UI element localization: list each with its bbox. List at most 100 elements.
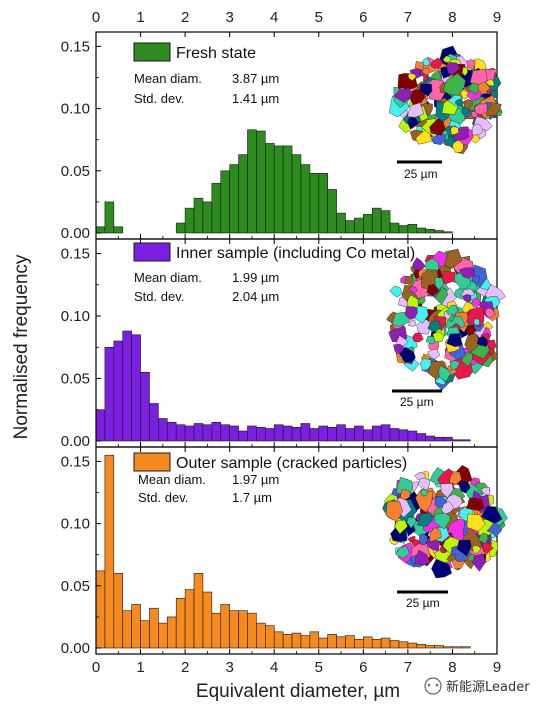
particle-grain xyxy=(441,500,454,515)
particle-grain xyxy=(471,297,481,309)
inner-bar xyxy=(256,426,266,442)
inner-legend-swatch xyxy=(133,242,171,262)
particle-grain xyxy=(393,87,413,103)
outer-bar xyxy=(220,604,230,649)
fresh-y-tick-label: 0.15 xyxy=(61,38,90,55)
bottom-x-tick-label: 3 xyxy=(225,659,233,676)
outer-y-tick-label: 0.15 xyxy=(61,453,90,470)
fresh-bar xyxy=(389,222,400,234)
inner-bar xyxy=(354,425,364,442)
top-x-tick-label: 9 xyxy=(493,9,501,26)
outer-bar xyxy=(425,645,435,649)
fresh-legend-swatch xyxy=(133,42,171,62)
inner-bar xyxy=(220,424,230,442)
wechat-icon xyxy=(424,677,442,695)
outer-bar xyxy=(443,646,453,649)
particle-grain xyxy=(415,490,433,513)
outer-legend-label: Outer sample (cracked particles) xyxy=(176,455,407,472)
outer-mean-value: 1.97 µm xyxy=(232,472,279,487)
particle-grain xyxy=(450,125,459,135)
bottom-x-tick-label: 9 xyxy=(493,659,501,676)
outer-bar xyxy=(300,635,311,649)
outer-bar xyxy=(452,646,462,649)
outer-bar xyxy=(345,635,355,649)
particle-grain xyxy=(407,102,425,118)
fresh-mean-value: 3.87 µm xyxy=(232,71,279,86)
inner-std-value: 2.04 µm xyxy=(232,289,279,304)
outer-bar xyxy=(131,604,141,649)
particle-grain xyxy=(468,82,479,95)
particle-grain xyxy=(431,558,452,579)
inner-bar xyxy=(122,330,132,442)
particle-grain xyxy=(471,123,484,136)
particle-grain xyxy=(431,134,447,145)
particle-grain xyxy=(407,319,417,327)
particle-grain xyxy=(395,545,410,559)
particle-grain xyxy=(461,66,468,77)
fresh-bar xyxy=(104,201,115,234)
inner-bar xyxy=(309,428,320,442)
particle-grain xyxy=(385,500,403,523)
outer-bar xyxy=(149,607,159,649)
particle-grain xyxy=(440,483,454,499)
fresh-bar xyxy=(327,189,337,234)
outer-bar xyxy=(416,643,427,649)
bottom-x-tick-labels: 0 1 2 3 4 5 6 7 8 9 xyxy=(92,659,501,676)
bottom-x-tick-label: 7 xyxy=(404,659,412,676)
fresh-bars xyxy=(95,129,453,234)
outer-bars xyxy=(95,454,471,649)
particle-grain xyxy=(407,73,417,81)
outer-bar xyxy=(166,616,177,649)
particle-grain xyxy=(473,318,480,326)
particle-grain xyxy=(458,267,475,279)
particle-grain xyxy=(442,271,457,285)
particle-grain xyxy=(461,106,471,117)
outer-bar xyxy=(104,454,115,649)
inner-scale-label: 25 µm xyxy=(400,395,434,409)
particle-grain xyxy=(419,533,428,545)
inner-bar xyxy=(291,426,302,442)
outer-y-tick-label: 0.10 xyxy=(61,516,90,533)
fresh-y-ticks: 0.00 0.05 0.10 0.15 xyxy=(61,38,101,242)
inner-legend-label: Inner sample (including Co metal) xyxy=(176,245,415,262)
inner-bar xyxy=(318,425,328,442)
inner-bar xyxy=(166,421,177,442)
inner-y-ticks: 0.00 0.05 0.10 0.15 xyxy=(61,246,101,450)
inner-bar xyxy=(273,424,284,442)
particle-grain xyxy=(442,72,466,96)
outer-bar xyxy=(175,597,186,649)
inner-particle-image xyxy=(386,248,506,391)
fresh-y-tick-label: 0.05 xyxy=(61,163,90,180)
particle-grain xyxy=(418,477,431,491)
fresh-bar xyxy=(265,143,275,234)
fresh-bar xyxy=(371,207,382,234)
fresh-bar xyxy=(184,207,195,234)
fresh-bar xyxy=(443,231,453,234)
fresh-std-value: 1.41 µm xyxy=(232,91,279,106)
outer-scale-label: 25 µm xyxy=(406,596,440,610)
outer-bar xyxy=(113,573,124,649)
top-x-tick-label: 3 xyxy=(225,9,233,26)
inner-bar xyxy=(389,428,400,442)
particle-grain xyxy=(407,116,420,130)
outer-bar xyxy=(158,622,168,649)
outer-particle-image xyxy=(382,465,508,579)
fresh-y-tick-label: 0.00 xyxy=(61,225,90,242)
particle-grain xyxy=(476,336,489,347)
fresh-bar xyxy=(273,145,284,234)
top-x-tick-label: 5 xyxy=(315,9,323,26)
particle-grain xyxy=(430,57,443,70)
fresh-bar xyxy=(291,154,302,234)
x-axis-title: Equivalent diameter, µm xyxy=(196,681,400,702)
outer-std-label: Std. dev. xyxy=(138,490,188,505)
inner-bar xyxy=(140,371,150,442)
bottom-x-tick-label: 0 xyxy=(92,659,100,676)
top-x-tick-label: 2 xyxy=(181,9,189,26)
fresh-bar xyxy=(354,217,364,234)
particle-grain xyxy=(423,74,429,82)
fresh-bar xyxy=(256,130,266,234)
fresh-bar xyxy=(380,210,391,234)
fresh-bar xyxy=(407,223,418,234)
outer-bar xyxy=(282,634,293,649)
inner-bar xyxy=(158,418,168,442)
